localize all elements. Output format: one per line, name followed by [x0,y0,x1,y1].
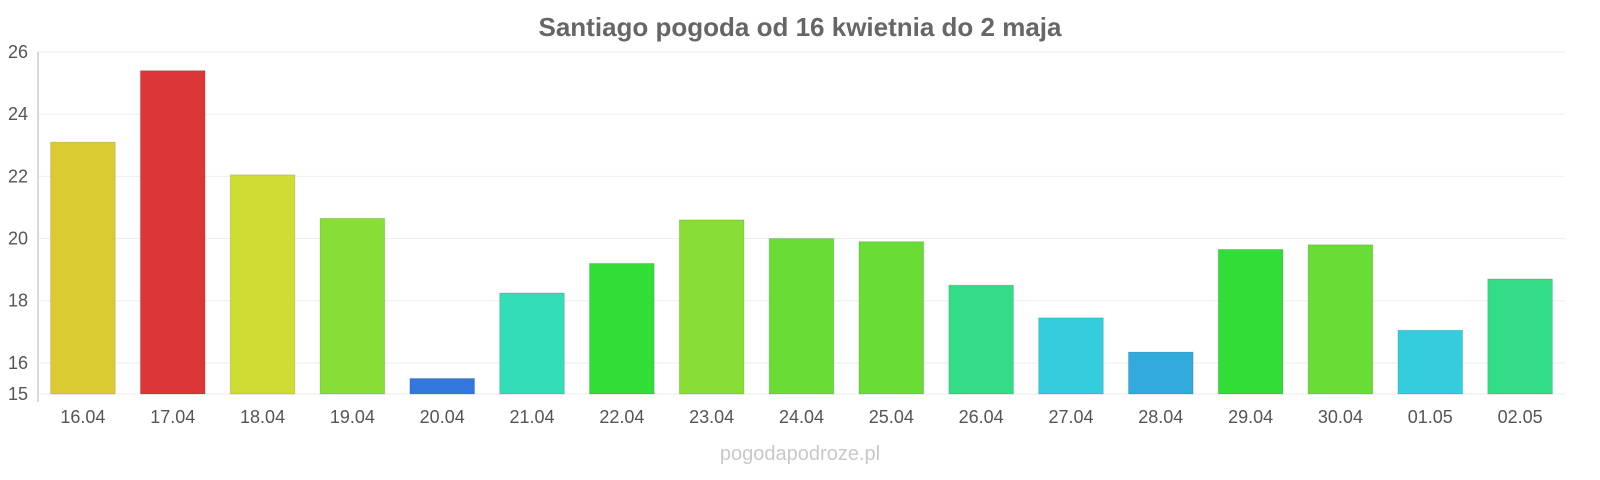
chart-title: Santiago pogoda od 16 kwietnia do 2 maja [539,12,1063,42]
bar-16.04[interactable] [50,141,116,395]
x-tick-label: 27.04 [1048,407,1093,427]
bar-18.04[interactable] [229,174,296,395]
x-tick-label: 26.04 [959,407,1004,427]
y-tick-label: 24 [8,104,28,124]
bar-02.05[interactable] [1487,278,1553,395]
bar-20.04[interactable] [409,377,476,395]
x-axis-ticks: 16.04 17.04 18.04 19.04 20.04 21.04 22.04 23.04… [60,407,1542,427]
x-tick-label: 20.04 [420,407,465,427]
x-tick-label: 19.04 [330,407,375,427]
y-tick-label: 15 [8,384,28,404]
x-tick-label: 29.04 [1228,407,1273,427]
x-tick-label: 25.04 [869,407,914,427]
bar-26.04[interactable] [948,284,1014,395]
x-tick-label: 17.04 [150,407,195,427]
bars [50,70,1553,395]
x-tick-label: 23.04 [689,407,734,427]
bar-17.04[interactable] [139,70,206,395]
x-tick-label: 30.04 [1318,407,1363,427]
x-tick-label: 16.04 [60,407,105,427]
bar-27.04[interactable] [1038,317,1104,395]
y-tick-label: 22 [8,166,28,186]
bar-21.04[interactable] [499,292,565,395]
bar-29.04[interactable] [1217,248,1284,395]
x-tick-label: 18.04 [240,407,285,427]
x-tick-label: 01.05 [1408,407,1453,427]
y-tick-label: 26 [8,42,28,62]
bar-23.04[interactable] [678,219,745,395]
bar-30.04[interactable] [1307,244,1374,395]
y-axis-ticks: 15 16 18 20 22 24 26 [8,42,28,404]
x-tick-label: 02.05 [1498,407,1543,427]
y-tick-label: 16 [8,353,28,373]
bar-25.04[interactable] [858,241,925,395]
watermark: pogodapodroze.pl [720,443,880,465]
y-tick-label: 18 [8,291,28,311]
y-tick-label: 20 [8,229,28,249]
bar-24.04[interactable] [768,238,835,395]
x-tick-label: 24.04 [779,407,824,427]
bar-01.05[interactable] [1397,329,1464,395]
bar-19.04[interactable] [319,217,386,395]
x-tick-label: 28.04 [1138,407,1183,427]
x-tick-label: 21.04 [510,407,555,427]
bar-22.04[interactable] [589,262,655,395]
x-tick-label: 22.04 [599,407,644,427]
bar-28.04[interactable] [1127,351,1194,395]
